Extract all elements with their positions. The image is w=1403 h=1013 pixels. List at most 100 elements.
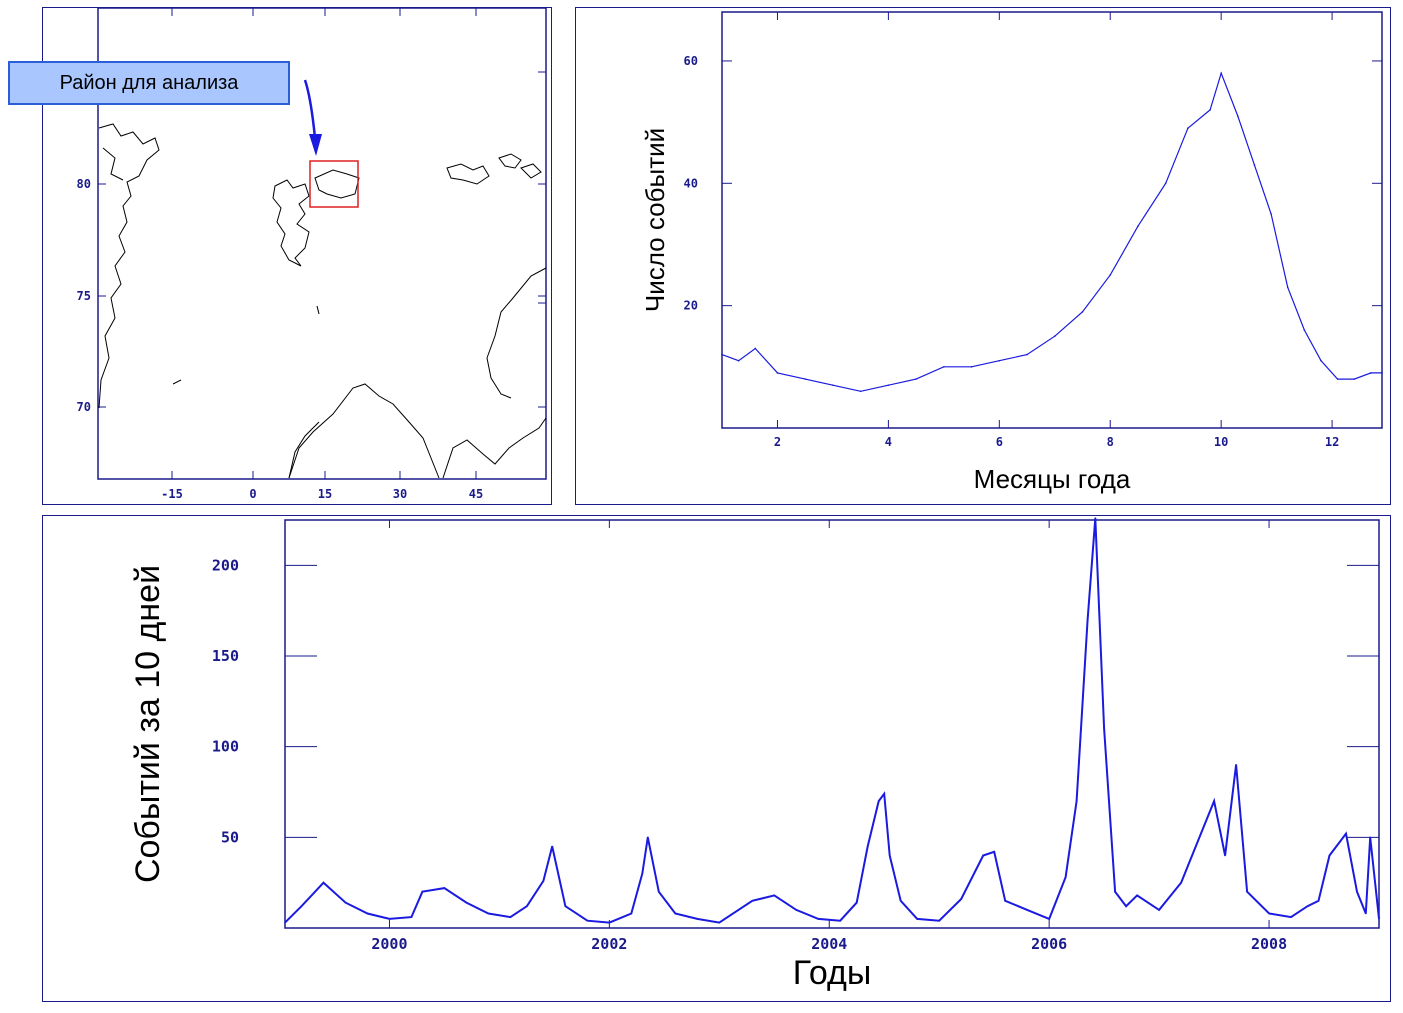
y-tick-label: 150 xyxy=(212,647,239,665)
data-point xyxy=(526,905,528,908)
data-point xyxy=(1306,905,1309,908)
callout-arrowhead xyxy=(309,134,322,156)
data-point xyxy=(817,918,820,920)
data-point xyxy=(1048,918,1050,920)
coast-franz-josef-2 xyxy=(498,153,522,169)
data-point xyxy=(322,881,325,884)
data-point xyxy=(1270,213,1272,215)
data-point xyxy=(1053,335,1056,338)
data-point xyxy=(1378,918,1380,920)
data-point xyxy=(795,909,798,911)
data-point xyxy=(542,880,545,882)
y-axis-title: Число событий xyxy=(640,128,670,312)
data-point xyxy=(887,384,890,386)
x-tick-label: 2006 xyxy=(1031,935,1067,953)
data-point xyxy=(1336,378,1339,380)
data-point xyxy=(859,390,862,393)
map-frame xyxy=(97,7,547,480)
data-point xyxy=(1290,916,1292,918)
y-axis-title: Событий за 10 дней xyxy=(129,565,167,883)
plot-frame xyxy=(284,519,1380,929)
data-point xyxy=(1209,109,1211,111)
data-point xyxy=(1164,182,1167,185)
map-x-tick-label: 45 xyxy=(469,487,483,501)
data-point xyxy=(1026,353,1028,356)
data-point xyxy=(916,918,919,920)
map-x-tick-label: 0 xyxy=(249,487,256,501)
y-tick-label: 200 xyxy=(212,556,239,574)
data-point xyxy=(1086,618,1089,621)
data-point xyxy=(551,845,553,848)
coast-novaya-zemlya xyxy=(486,267,547,399)
data-point xyxy=(1236,115,1239,117)
data-point xyxy=(993,851,995,853)
x-tick-label: 2002 xyxy=(591,935,627,953)
coast-svalbard xyxy=(272,179,310,267)
map-y-tick-label: 80 xyxy=(77,177,91,191)
x-tick-label: 8 xyxy=(1107,435,1114,449)
data-point xyxy=(1328,854,1331,857)
x-axis-title: Месяцы года xyxy=(974,464,1131,494)
coast-white-sea xyxy=(442,417,547,479)
data-point xyxy=(1026,909,1028,911)
data-point xyxy=(877,800,880,802)
map-x-tick-label: -15 xyxy=(161,487,183,501)
data-point xyxy=(839,919,842,922)
data-point xyxy=(1187,127,1189,130)
data-point xyxy=(284,921,286,924)
x-tick-label: 10 xyxy=(1214,435,1228,449)
data-point xyxy=(970,366,973,368)
data-point xyxy=(915,378,917,380)
y-tick-label: 60 xyxy=(684,54,698,68)
data-point xyxy=(1365,912,1367,915)
x-tick-label: 2004 xyxy=(811,935,847,953)
map-coastlines xyxy=(98,123,547,479)
data-point xyxy=(960,898,962,900)
analysis-region-box xyxy=(309,160,359,208)
data-point xyxy=(1303,329,1306,331)
data-point xyxy=(855,901,858,904)
data-point xyxy=(751,900,754,902)
map-x-tick-label: 30 xyxy=(393,487,407,501)
data-point xyxy=(564,905,567,908)
data-point xyxy=(1137,225,1139,227)
coast-franz-josef-3 xyxy=(520,163,542,179)
data-point xyxy=(388,918,391,920)
data-point xyxy=(1224,854,1226,857)
data-point xyxy=(509,916,512,918)
data-point xyxy=(776,372,779,374)
data-point xyxy=(1320,359,1322,362)
data-point xyxy=(1246,890,1248,893)
data-point xyxy=(938,919,941,922)
data-point xyxy=(1220,72,1222,74)
data-point xyxy=(1370,372,1372,374)
map-ticks: -15 0 15 30 45 80 75 70 xyxy=(77,8,546,501)
data-point xyxy=(647,836,649,839)
data-point xyxy=(1202,827,1204,830)
data-point xyxy=(899,900,902,902)
x-tick-label: 12 xyxy=(1325,435,1339,449)
data-point xyxy=(674,912,677,915)
data-point xyxy=(1317,900,1320,902)
data-point xyxy=(641,872,644,875)
y-tick-label: 40 xyxy=(684,176,698,190)
data-point xyxy=(443,887,446,889)
data-point xyxy=(1369,836,1372,839)
data-point xyxy=(465,901,468,904)
data-point xyxy=(1109,274,1112,276)
map-svg: -15 0 15 30 45 80 75 70 xyxy=(77,7,547,501)
x-tick-label: 2000 xyxy=(371,935,407,953)
timeseries-chart-panel: 2000 2002 2004 2006 2008 50 100 150 200 Годы Событ… xyxy=(42,515,1391,1002)
data-point xyxy=(888,854,891,857)
data-point xyxy=(1094,517,1097,519)
data-point xyxy=(1356,890,1358,893)
data-point xyxy=(696,918,699,920)
island-bear xyxy=(316,305,320,315)
data-point xyxy=(630,912,633,915)
data-point xyxy=(1253,164,1256,166)
data-point xyxy=(487,912,490,915)
series-line-0 xyxy=(721,71,1382,392)
map-y-tick-label: 75 xyxy=(77,289,91,303)
x-axis-title: Годы xyxy=(793,954,872,992)
y-tick-label: 50 xyxy=(221,828,239,846)
